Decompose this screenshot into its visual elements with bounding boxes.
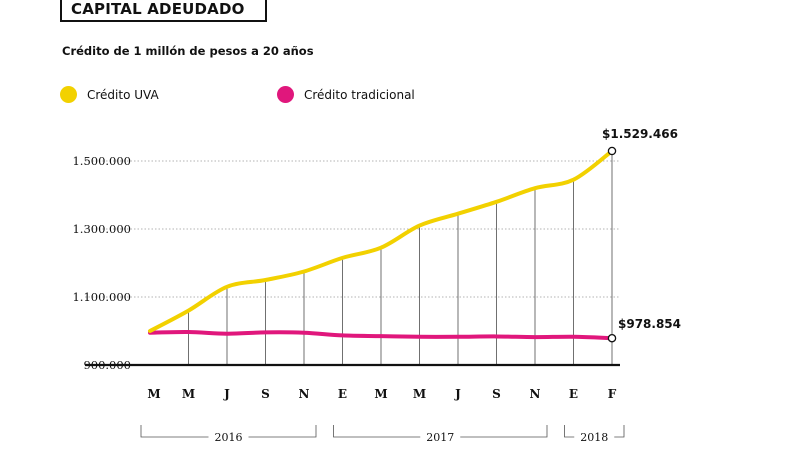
x-tick-label: S <box>261 387 270 401</box>
x-tick-label: E <box>569 387 578 401</box>
end-marker-tradicional <box>607 333 617 343</box>
x-tick-label: M <box>374 387 387 401</box>
chart-subtitle: Crédito de 1 millón de pesos a 20 años <box>62 44 314 58</box>
legend-swatch-tradicional <box>277 86 294 103</box>
y-tick-label: 1.300.000 <box>72 222 131 236</box>
x-tick-label: M <box>182 387 195 401</box>
legend-item-tradicional: Crédito tradicional <box>277 86 415 103</box>
x-tick-label: S <box>492 387 501 401</box>
end-label-tradicional: $978.854 <box>618 317 681 331</box>
x-tick-label: J <box>454 387 461 401</box>
x-tick-label: N <box>299 387 310 401</box>
year-label: 2017 <box>426 431 454 444</box>
x-tick-label: N <box>530 387 541 401</box>
year-label: 2018 <box>580 431 608 444</box>
legend-label-uva: Crédito UVA <box>87 87 159 102</box>
x-tick-label: M <box>413 387 426 401</box>
x-tick-label: J <box>223 387 230 401</box>
legend-swatch-uva <box>60 86 77 103</box>
end-marker-uva <box>607 146 617 156</box>
end-label-uva: $1.529.466 <box>602 127 678 141</box>
series-line-tradicional <box>148 329 614 341</box>
legend-label-tradicional: Crédito tradicional <box>304 87 415 102</box>
y-tick-label: 1.100.000 <box>72 290 131 304</box>
x-tick-label: F <box>608 387 617 401</box>
legend-item-uva: Crédito UVA <box>60 86 159 103</box>
y-tick-label: 1.500.000 <box>72 154 131 168</box>
x-tick-label: E <box>338 387 347 401</box>
year-label-bg <box>574 429 615 443</box>
year-label: 2016 <box>215 431 243 444</box>
series-line-uva <box>148 148 614 333</box>
chart-title: CAPITAL ADEUDADO <box>60 0 267 22</box>
year-label-bg <box>208 429 249 443</box>
year-label-bg <box>420 429 461 443</box>
x-tick-label: M <box>147 387 160 401</box>
